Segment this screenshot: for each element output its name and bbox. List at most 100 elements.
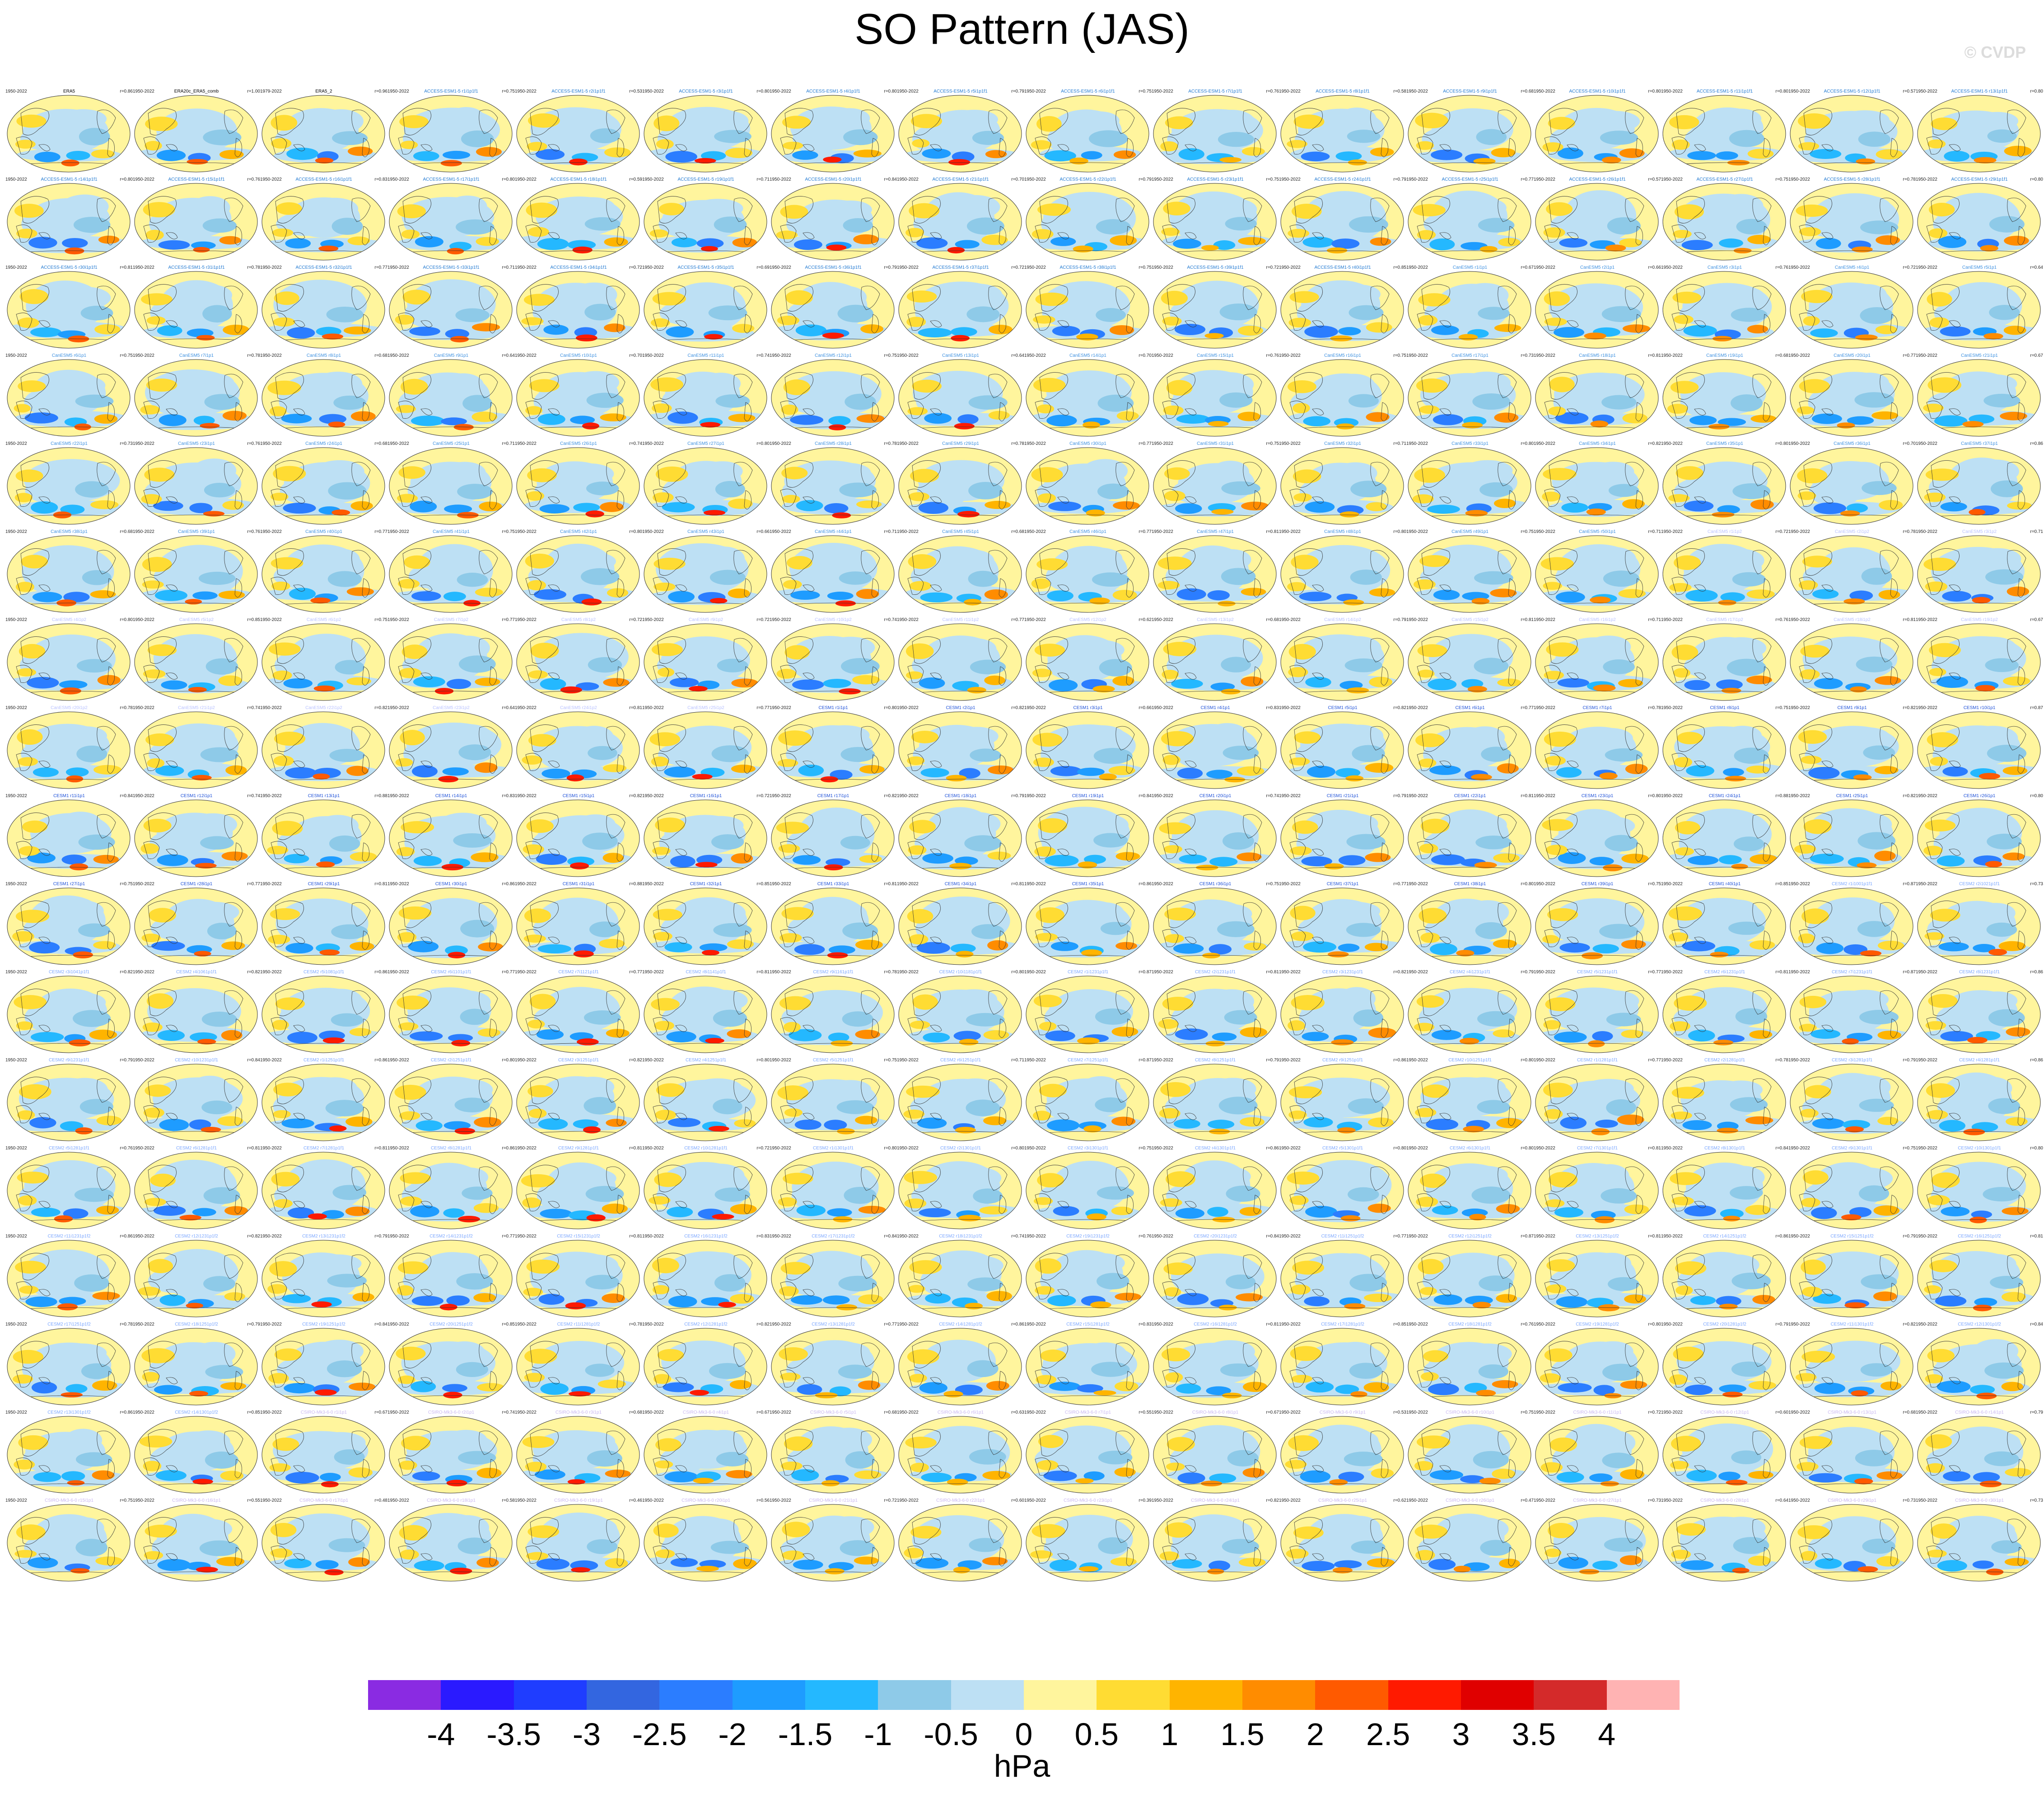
map-panel: 1950-2022 ACCESS-ESM1-5 r25i1p1f1 r=0.77 [1406,176,1534,262]
panel-correlation: r=0.79 [1139,177,1152,182]
panel-years: 1950-2022 [770,705,791,710]
panel-correlation: r=0.79 [884,265,897,270]
map-panel: 1950-2022 CanESM5 r15i1p1 r=0.76 [1152,352,1279,438]
panel-years: 1950-2022 [1279,1234,1301,1239]
colorbar-tick-label: -1.5 [778,1717,833,1752]
panel-years: 1950-2022 [515,89,537,94]
panel-correlation: r=0.75 [120,1498,133,1503]
panel-title: CanESM5 r42i1p1 [560,529,597,534]
panel-years: 1950-2022 [1534,265,1555,270]
map-svg [1280,95,1404,173]
panel-years: 1950-2022 [1661,1322,1683,1327]
panel-years: 1950-2022 [1024,1410,1046,1415]
panel-title: CESM2 r5i1251p1f1 [812,1058,854,1063]
map-panel: 1950-2022 CESM1 r32i1p1 r=0.85 [642,881,770,967]
panel-years: 1950-2022 [1534,1322,1555,1327]
panel-years: 1950-2022 [260,705,282,710]
panel-years: 1950-2022 [1152,1058,1173,1063]
panel-title: CESM1 r32i1p1 [690,882,722,887]
panel-title: CSIRO-Mk3-6-0 r5i1p1 [810,1410,857,1415]
colorbar-tick-label: -0.5 [924,1717,978,1752]
panel-title: CESM2 r2i1231p1f1 [1195,970,1236,975]
panel-correlation: r=0.81 [1521,617,1534,622]
panel-years: 1950-2022 [1152,1322,1173,1327]
map-panel: 1950-2022 CanESM5 r17i1p2 r=0.76 [1661,616,1788,702]
panel-title: ACCESS-ESM1-5 r27i1p1f1 [1696,177,1753,182]
panel-title: CESM2 r12i1301p1f2 [1958,1322,2001,1327]
panel-correlation: r=0.64 [502,353,515,358]
panel-correlation: r=0.75 [1139,265,1152,270]
map-panel: 1950-2022 CanESM5 r2i1p2 r=0.78 [1788,528,1916,614]
panel-correlation: r=0.80 [2030,177,2043,182]
panel-years: 1950-2022 [387,177,409,182]
panel-years: 1950-2022 [1152,1410,1173,1415]
panel-title: CESM1 r39i1p1 [1581,882,1614,887]
panel-correlation: r=0.79 [1903,1058,1916,1063]
map-svg [1026,271,1149,349]
map-panel: 1950-2022 CESM1 r36i1p1 r=0.75 [1152,881,1279,967]
panel-title: CanESM5 r20i1p2 [51,705,88,710]
panel-years: 1950-2022 [1279,529,1301,534]
colorbar-tick-label: 3 [1452,1717,1470,1752]
panel-years: 1950-2022 [1152,441,1173,446]
panel-title: ACCESS-ESM1-5 r16i1p1f1 [295,177,352,182]
map-panel: 1950-2022 CESM1 r21i1p1 r=0.79 [1279,793,1406,878]
colorbar-swatch [587,1680,660,1710]
panel-years: 1950-2022 [1279,1146,1301,1151]
panel-years: 1950-2022 [1406,89,1428,94]
map-svg [1026,95,1149,173]
panel-years: 1950-2022 [133,882,154,887]
panel-years: 1950-2022 [1661,1498,1683,1503]
map-panel: 1950-2022 CESM2 r20i1251p1f2 r=0.85 [387,1321,515,1407]
map-svg [898,183,1022,261]
panel-years: 1950-2022 [1152,617,1173,622]
panel-years: 1950-2022 [1661,177,1683,182]
panel-correlation: r=0.86 [1139,882,1152,887]
panel-title: CSIRO-Mk3-6-0 r17i1p1 [299,1498,348,1503]
map-svg [1535,1328,1659,1405]
panel-correlation: r=0.82 [1648,441,1661,446]
panel-correlation: r=0.48 [374,1498,387,1503]
panel-title: CanESM5 r22i1p1 [51,441,88,446]
map-svg [1917,623,2041,701]
panel-title: CanESM5 r11i1p2 [942,617,979,622]
map-svg [1662,623,1786,701]
panel-correlation: r=0.78 [1011,441,1024,446]
map-panel: 1950-2022 CESM2 r5i1081p1f1 r=0.86 [260,969,387,1055]
map-panel: 1950-2022 CSIRO-Mk3-6-0 r1i1p1 r=0.67 [260,1409,387,1495]
panel-years: 1950-2022 [1661,265,1683,270]
panel-years: 1950-2022 [5,265,27,270]
map-panel: 1950-2022 CESM1 r20i1p1 r=0.74 [1152,793,1279,878]
panel-correlation: r=0.79 [2030,1410,2043,1415]
panel-title: CESM2 r18i1281p1f2 [1448,1322,1492,1327]
map-panel: 1950-2022 CanESM5 r37i1p1 r=0.86 [1916,440,2043,526]
panel-correlation: r=0.62 [1393,1498,1406,1503]
panel-title: CESM2 r7i1251p1f1 [1067,1058,1109,1063]
map-svg [261,711,385,789]
panel-title: ACCESS-ESM1-5 r38i1p1f1 [1059,265,1116,270]
map-svg [134,1064,258,1141]
map-panel: 1950-2022 CESM2 r4i1301p1f1 r=0.86 [1152,1145,1279,1231]
map-panel: 1950-2022 CESM2 r16i1251p1f2 r=0.81 [1916,1233,2043,1319]
panel-title: CESM1 r9i1p1 [1837,705,1867,710]
colorbar-swatch [1388,1680,1461,1710]
panel-title: CanESM5 r3i1p2 [1962,529,1997,534]
map-svg [7,976,131,1053]
map-panel: 1950-2022 CESM2 r6i1251p1f1 r=0.71 [897,1057,1024,1143]
panel-title: CanESM5 r28i1p1 [815,441,852,446]
panel-years: 1950-2022 [1152,1498,1173,1503]
map-panel: 1950-2022 CSIRO-Mk3-6-0 r6i1p1 r=0.63 [897,1409,1024,1495]
map-panel: 1950-2022 ACCESS-ESM1-5 r34i1p1f1 r=0.72 [515,264,642,350]
panel-years: 1950-2022 [515,970,537,975]
map-panel: 1950-2022 CanESM5 r13i1p2 r=0.68 [1152,616,1279,702]
map-panel: 1950-2022 CSIRO-Mk3-6-0 r19i1p1 r=0.46 [515,1497,642,1583]
panel-title: CanESM5 r14i1p2 [1324,617,1361,622]
panel-correlation: r=0.79 [1775,1322,1788,1327]
map-svg [771,1416,895,1494]
map-panel: 1950-2022 CSIRO-Mk3-6-0 r20i1p1 r=0.56 [642,1497,770,1583]
map-svg [7,799,131,877]
map-panel: 1950-2022 CanESM5 r17i1p1 r=0.73 [1406,352,1534,438]
colorbar-tick-label: -4 [427,1717,455,1752]
panel-correlation: r=0.75 [502,89,515,94]
panel-correlation: r=0.77 [502,617,515,622]
